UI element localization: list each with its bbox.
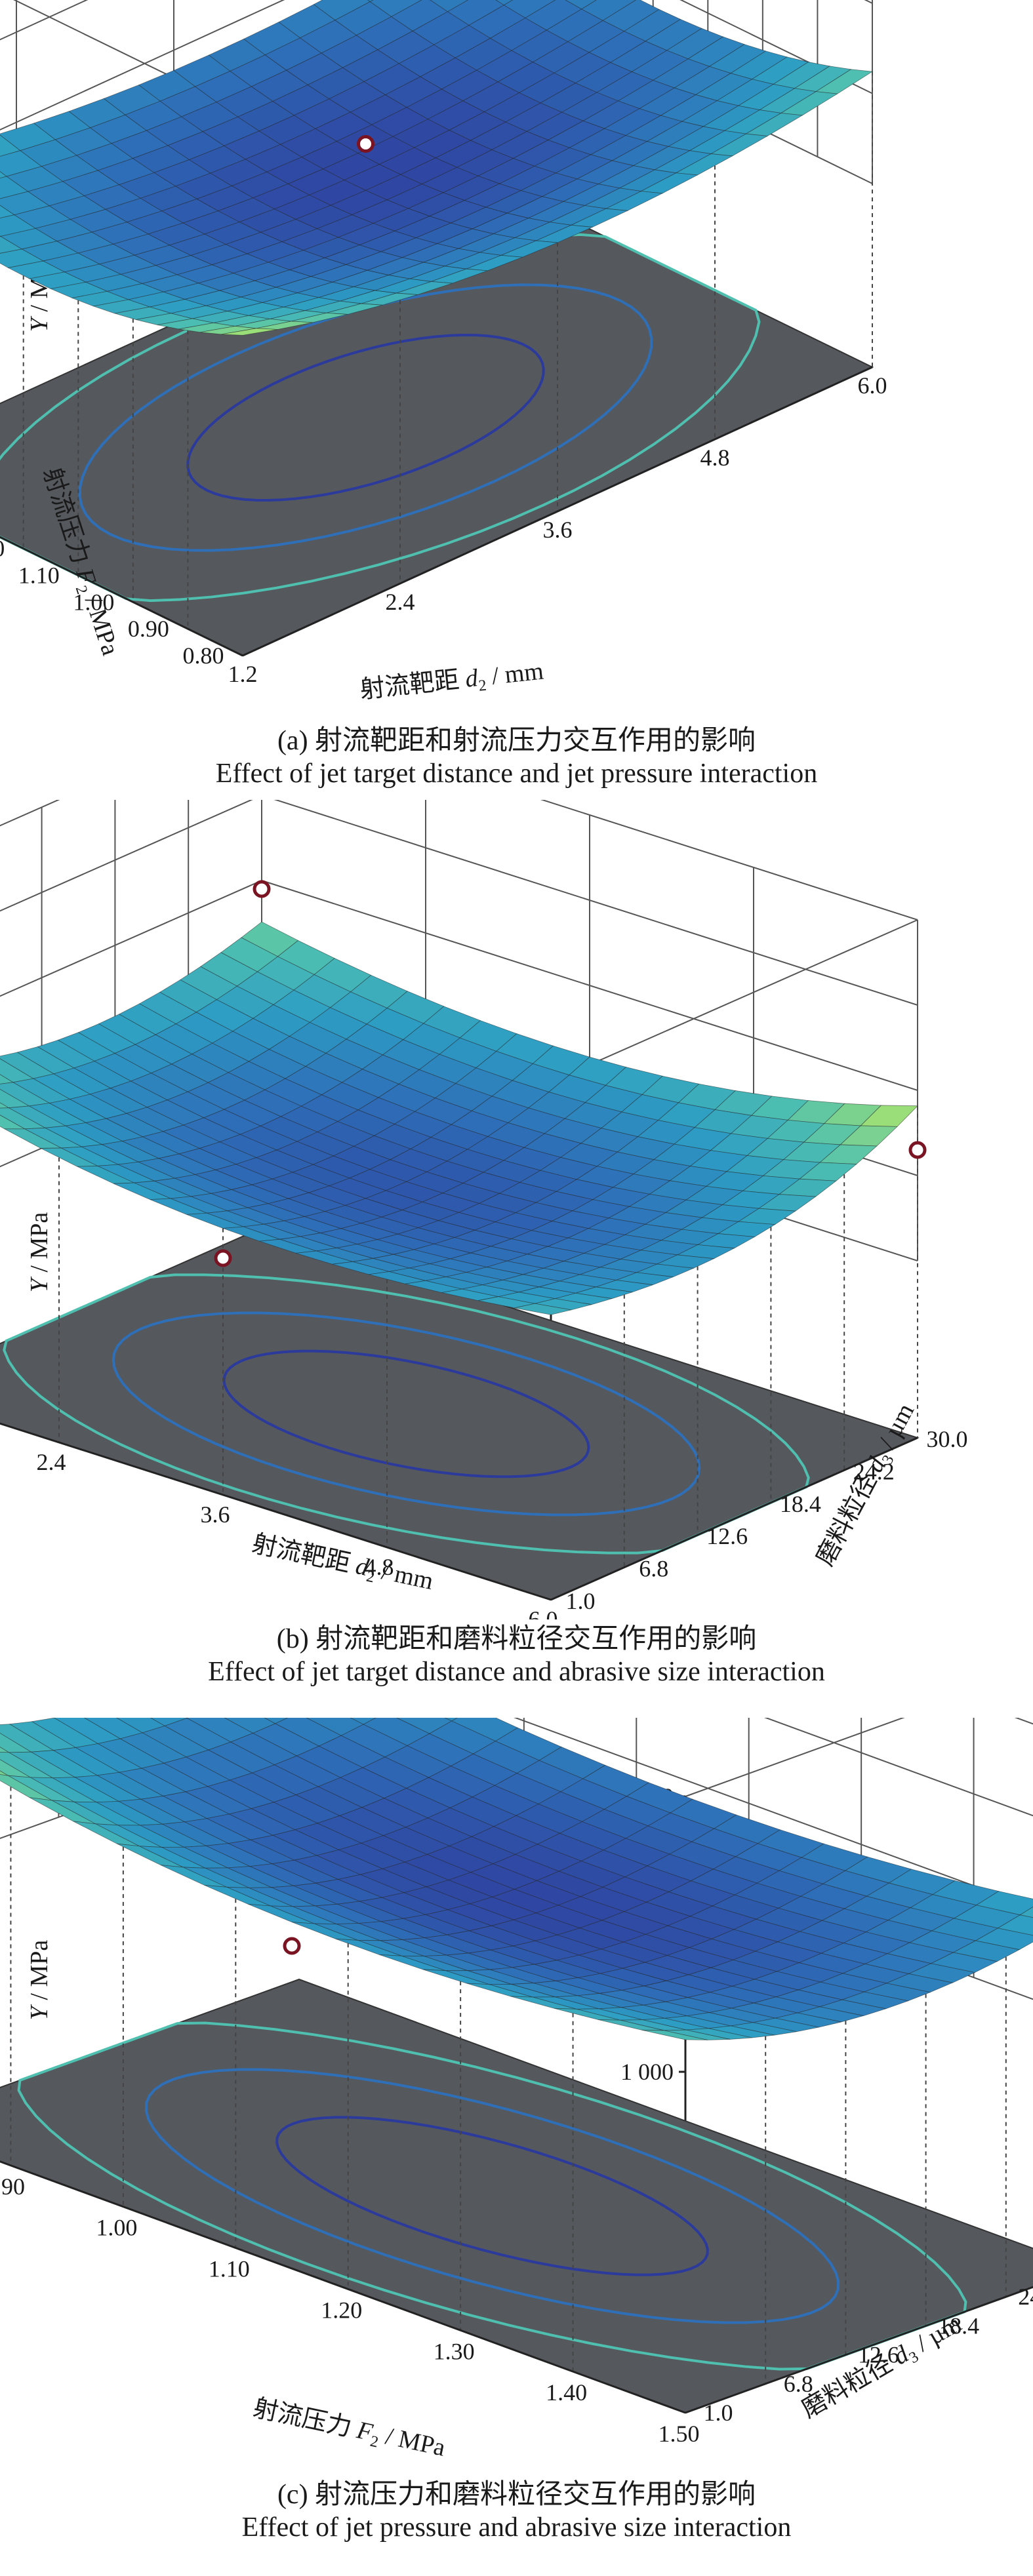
caption-b-en: Effect of jet target distance and abrasi…: [208, 1657, 825, 1688]
caption-a-en: Effect of jet target distance and jet pr…: [215, 759, 818, 789]
x-tick-label: 1.2: [228, 661, 258, 687]
x-tick-label: 1.50: [658, 2421, 700, 2447]
x-tick-label: 0.90: [0, 2173, 25, 2200]
caption-c-cn: (c) 射流压力和磨料粒径交互作用的影响: [277, 2480, 756, 2510]
contour-line: [144, 2068, 840, 2324]
x-axis-line: [242, 366, 873, 657]
y-tick-label: 1.10: [18, 562, 60, 588]
contour-line: [186, 333, 545, 502]
y-tick-label: 12.6: [706, 1523, 748, 1549]
z-tick-label: 1 000: [620, 2059, 674, 2085]
x-axis-title: 射流靶距 d2 / mm: [359, 656, 546, 707]
design-points: [283, 1937, 301, 1955]
x-tick-label: 1.40: [546, 2379, 587, 2406]
wall-gridline: [0, 0, 873, 131]
y-tick-label: 18.4: [938, 2312, 979, 2339]
z-axis-title: Y / MPa: [26, 1212, 53, 1293]
x-tick-label: 4.8: [365, 1554, 394, 1580]
y-tick-label: 1.20: [0, 536, 5, 562]
x-axis-line: [0, 2160, 686, 2414]
y-axis-line: [0, 536, 243, 657]
caption-c-en: Effect of jet pressure and abrasive size…: [241, 2512, 792, 2543]
x-tick-label: 4.8: [700, 445, 730, 471]
y-tick-label: 1.0: [704, 2400, 733, 2426]
x-tick-label: 1.00: [96, 2215, 137, 2241]
y-tick-label: 0.90: [128, 616, 169, 642]
drop-lines: [22, 71, 873, 629]
response-surface: [0, 1718, 1033, 2040]
caption-a: (a) 射流靶距和射流压力交互作用的影响 Effect of jet targe…: [0, 724, 1033, 791]
surface-facet: [221, 328, 278, 336]
caption-b: (b) 射流靶距和磨料粒径交互作用的影响 Effect of jet targe…: [0, 1623, 1033, 1689]
x-tick-label: 6.0: [529, 1606, 558, 1619]
surface-facet: [367, 0, 374, 3]
drop-lines: [10, 1787, 1007, 2384]
surface-facet: [444, 1718, 458, 1722]
z-axis-title: Y / MPa: [26, 1940, 53, 2021]
surface-facet: [495, 0, 514, 6]
design-point: [283, 1937, 301, 1955]
y-axis-line: [685, 2286, 1033, 2414]
design-point: [357, 135, 375, 153]
contour-line: [222, 1349, 590, 1478]
y-tick-label: 12.6: [858, 2342, 899, 2368]
y-tick-label: 24.2: [1018, 2284, 1033, 2310]
caption-a-cn: (a) 射流靶距和射流压力交互作用的影响: [277, 726, 756, 756]
contour-line: [111, 1311, 701, 1516]
x-tick-label: 1.20: [321, 2297, 362, 2323]
contour-line: [275, 2116, 709, 2276]
drop-lines: [58, 1105, 918, 1568]
surface-facet: [0, 171, 7, 179]
y-axis-line: [550, 1437, 918, 1601]
wall-edge: [685, 1718, 905, 1797]
surface-facet: [350, 1718, 376, 1725]
wall-gridline: [0, 0, 873, 41]
design-point: [908, 1141, 927, 1159]
design-point: [253, 880, 271, 898]
surface-facet: [1019, 1906, 1033, 1918]
y-tick-label: 6.8: [784, 2371, 813, 2397]
x-axis: 6.04.83.62.41.2射流靶距 d2 / mm: [0, 1422, 558, 1619]
x-tick-label: 6.0: [858, 372, 887, 399]
surface-facet: [514, 1303, 572, 1315]
y-tick-label: 18.4: [780, 1491, 821, 1517]
surface-facet: [264, 1718, 289, 1724]
caption-b-cn: (b) 射流靶距和磨料粒径交互作用的影响: [276, 1624, 757, 1654]
x-tick-label: 3.6: [543, 517, 573, 543]
y-tick-label: 30.0: [927, 1426, 968, 1452]
x-axis-title: 射流压力 F2 / MPa: [250, 2393, 448, 2465]
design-points: [357, 135, 375, 153]
x-tick-label: 3.6: [201, 1501, 230, 1528]
x-tick-label: 2.4: [386, 589, 415, 615]
wall-gridline: [0, 800, 918, 921]
x-tick-label: 2.4: [37, 1449, 66, 1475]
x-axis-line: [0, 1422, 552, 1601]
y-tick-label: 6.8: [639, 1556, 668, 1582]
design-point: [214, 1249, 232, 1267]
x-tick-label: 1.10: [209, 2256, 250, 2282]
wall-gridline: [763, 1718, 1033, 1817]
wall-edge: [550, 919, 918, 1082]
y-tick-label: 24.2: [853, 1458, 895, 1484]
y-tick-label: 0.80: [183, 643, 224, 669]
response-surface: [0, 921, 918, 1315]
design-points: [214, 880, 927, 1267]
caption-c: (c) 射流压力和磨料粒径交互作用的影响 Effect of jet press…: [0, 2478, 1033, 2545]
x-tick-label: 1.30: [434, 2338, 475, 2364]
y-tick-label: 1.00: [73, 589, 114, 615]
surface-facet: [641, 2029, 708, 2040]
wall-gridline: [0, 800, 918, 1006]
y-tick-label: 1.0: [566, 1588, 596, 1614]
response-surface: [0, 0, 874, 336]
